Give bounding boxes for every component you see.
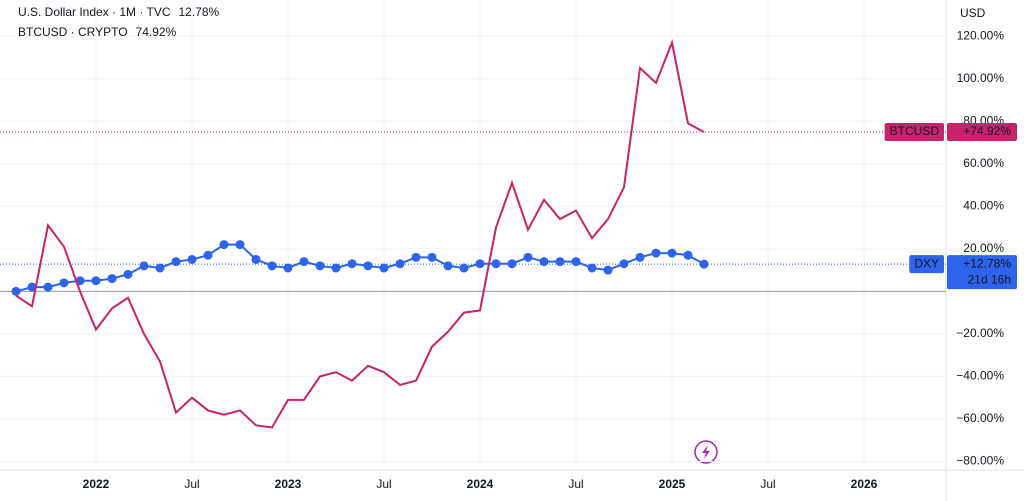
data-point <box>91 276 101 286</box>
data-point <box>331 263 341 273</box>
data-point <box>427 252 437 262</box>
data-point <box>155 263 165 273</box>
data-point <box>587 263 597 273</box>
y-tick-label: 40.00% <box>963 198 1004 212</box>
data-point <box>379 263 389 273</box>
series-tag: DXY <box>914 256 939 270</box>
data-point <box>203 250 213 260</box>
legend-name: U.S. Dollar Index · 1M · TVC <box>18 5 171 19</box>
data-point <box>539 257 549 267</box>
series-line <box>15 39 705 429</box>
series-tag-box <box>884 123 944 142</box>
data-point <box>459 263 469 273</box>
legend-value: 74.92% <box>136 25 177 39</box>
legend-name: BTCUSD · CRYPTO <box>18 25 128 39</box>
data-point <box>43 282 53 292</box>
x-tick-label: 2025 <box>659 477 686 491</box>
data-point <box>555 257 565 267</box>
data-point <box>283 263 293 273</box>
x-tick-label: 2022 <box>83 477 110 491</box>
data-point <box>315 261 325 271</box>
y-tick-label: −20.00% <box>956 326 1004 340</box>
data-point <box>267 261 277 271</box>
x-tick-label: Jul <box>760 477 775 491</box>
x-tick-label: 2026 <box>851 477 878 491</box>
data-point <box>123 269 133 279</box>
x-tick-label: 2024 <box>467 477 494 491</box>
data-point <box>107 274 117 284</box>
data-point <box>571 257 581 267</box>
data-point <box>251 254 261 264</box>
data-point <box>235 240 245 250</box>
data-point <box>603 265 613 275</box>
x-tick-label: Jul <box>184 477 199 491</box>
y-tick-label: 100.00% <box>957 71 1005 85</box>
y-tick-label: 60.00% <box>963 156 1004 170</box>
data-point <box>411 252 421 262</box>
data-point <box>219 240 229 250</box>
currency-label[interactable]: USD <box>960 6 986 20</box>
y-tick-label: −40.00% <box>956 369 1004 383</box>
grid <box>0 0 946 470</box>
y-tick-label: −80.00% <box>956 454 1004 468</box>
value-tag: +12.78% <box>963 256 1011 270</box>
data-point <box>59 278 69 288</box>
data-point <box>635 252 645 262</box>
lightning-icon[interactable] <box>694 440 718 464</box>
data-point <box>139 261 149 271</box>
series-tag-box <box>909 255 944 274</box>
data-point <box>683 250 693 260</box>
data-point <box>507 259 517 269</box>
data-point <box>443 261 453 271</box>
data-point <box>171 257 181 267</box>
y-tick-label: 120.00% <box>957 28 1005 42</box>
data-point <box>363 261 373 271</box>
series-line <box>15 243 705 293</box>
value-tag-box <box>947 123 1017 142</box>
data-point <box>187 254 197 264</box>
y-tick-label: −60.00% <box>956 411 1004 425</box>
x-tick-label: 2023 <box>275 477 302 491</box>
x-tick-label: Jul <box>376 477 391 491</box>
x-tick-label: Jul <box>568 477 583 491</box>
data-point <box>299 257 309 267</box>
value-tag: +74.92% <box>963 124 1011 138</box>
legend-value: 12.78% <box>178 5 219 19</box>
series-tag: BTCUSD <box>890 124 940 138</box>
countdown: 21d 16h <box>968 272 1011 286</box>
data-point <box>27 282 37 292</box>
data-point <box>651 248 661 258</box>
data-point <box>11 286 21 296</box>
y-tick-label: 20.00% <box>963 241 1004 255</box>
data-point <box>667 248 677 258</box>
data-point <box>523 252 533 262</box>
data-point <box>699 259 709 269</box>
value-tag-box <box>947 255 1017 290</box>
